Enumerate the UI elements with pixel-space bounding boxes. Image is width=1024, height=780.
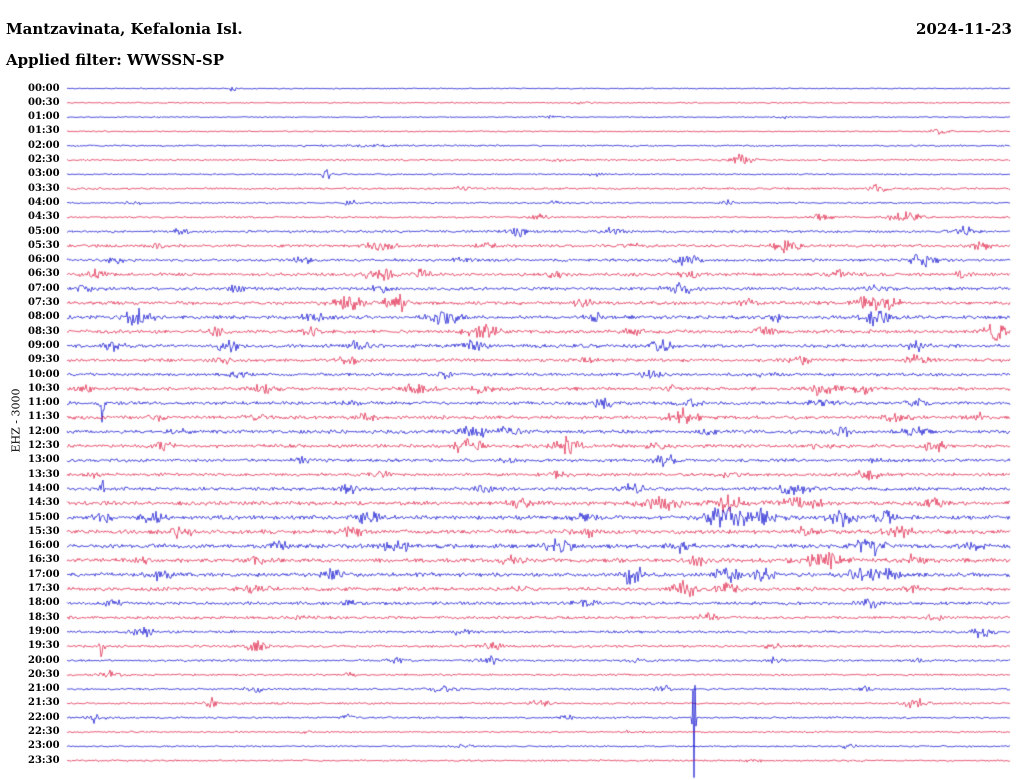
trace-time-label: 16:30 xyxy=(28,554,60,566)
trace-time-label: 12:00 xyxy=(28,425,60,437)
trace-time-label: 09:00 xyxy=(28,339,60,351)
y-axis-channel-label: EHZ - 3000 xyxy=(9,388,23,453)
trace-time-label: 10:30 xyxy=(28,382,60,394)
date-label: 2024-11-23 xyxy=(916,20,1012,38)
trace-time-label: 21:00 xyxy=(28,683,60,695)
trace-time-label: 07:00 xyxy=(28,282,60,294)
trace-time-label: 17:00 xyxy=(28,568,60,580)
trace-time-label: 05:30 xyxy=(28,239,60,251)
trace-time-label: 08:30 xyxy=(28,325,60,337)
trace-time-label: 15:00 xyxy=(28,511,60,523)
trace-time-label: 10:00 xyxy=(28,368,60,380)
trace-time-label: 11:30 xyxy=(28,411,60,423)
trace-time-label: 21:30 xyxy=(28,697,60,709)
trace-time-label: 07:30 xyxy=(28,297,60,308)
trace-time-label: 06:30 xyxy=(28,268,60,280)
trace-time-label: 11:00 xyxy=(28,397,60,409)
trace-time-label: 02:30 xyxy=(28,154,60,165)
trace-time-label: 01:30 xyxy=(28,125,60,137)
trace-time-label: 19:30 xyxy=(28,640,60,652)
filter-label: Applied filter: WWSSN-SP xyxy=(6,51,225,69)
trace-time-label: 00:00 xyxy=(28,82,60,94)
trace-time-label: 18:30 xyxy=(28,611,60,623)
trace-time-label: 00:30 xyxy=(28,96,60,108)
trace-time-label: 17:30 xyxy=(28,583,60,594)
trace-time-label: 03:30 xyxy=(28,182,60,194)
trace-time-label: 15:30 xyxy=(28,525,60,537)
trace-time-label: 05:00 xyxy=(28,225,60,237)
trace-time-label: 06:00 xyxy=(28,254,60,266)
trace-time-label: 19:00 xyxy=(28,625,60,637)
trace-time-label: 16:00 xyxy=(28,540,60,552)
trace-time-label: 08:00 xyxy=(28,311,60,323)
trace-time-label: 04:00 xyxy=(28,196,60,208)
trace-time-label: 09:30 xyxy=(28,354,60,366)
trace-time-label: 13:30 xyxy=(28,468,60,480)
trace-time-label: 01:00 xyxy=(28,111,60,123)
trace-time-label: 14:00 xyxy=(28,482,60,494)
trace-time-label: 22:00 xyxy=(28,711,60,723)
trace-time-label: 13:00 xyxy=(28,454,60,466)
trace-time-label: 23:30 xyxy=(28,754,60,766)
trace-time-label: 03:00 xyxy=(28,168,60,180)
trace-time-label: 23:00 xyxy=(28,740,60,752)
trace-time-label: 12:30 xyxy=(28,440,60,451)
trace-time-label: 04:30 xyxy=(28,211,60,223)
trace-time-label: 14:30 xyxy=(28,497,60,509)
station-title: Mantzavinata, Kefalonia Isl. xyxy=(6,20,243,38)
trace-time-label: 20:00 xyxy=(28,654,60,666)
trace-time-label: 20:30 xyxy=(28,668,60,680)
trace-time-label: 18:00 xyxy=(28,597,60,609)
trace-time-label: 02:00 xyxy=(28,139,60,151)
trace-time-label: 22:30 xyxy=(28,726,60,737)
